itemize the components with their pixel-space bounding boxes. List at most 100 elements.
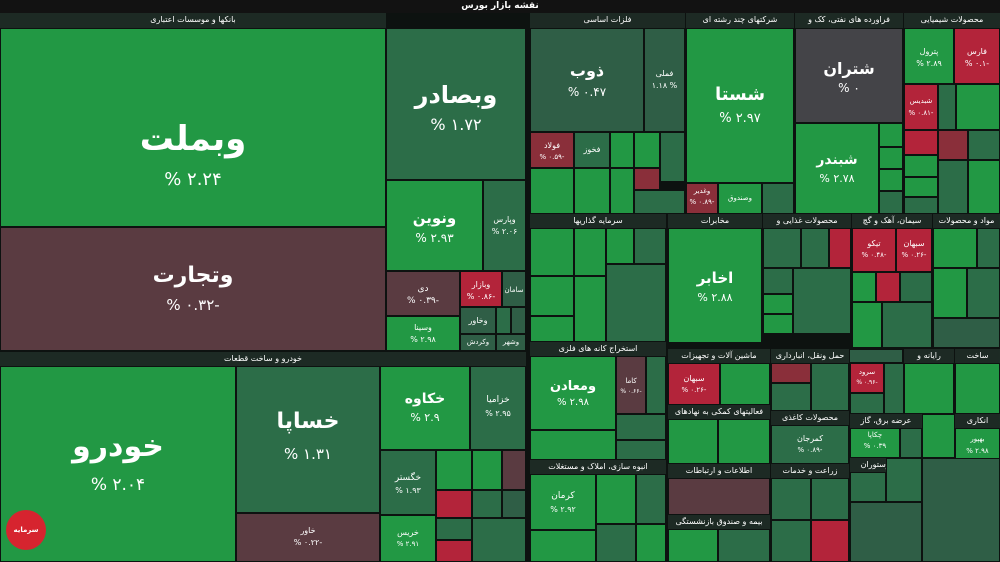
tile-small[interactable] xyxy=(884,363,904,414)
tile-vkhavar[interactable]: وخاور xyxy=(460,307,496,334)
tile-small[interactable] xyxy=(574,276,606,342)
tile-small[interactable] xyxy=(938,160,968,214)
tile-small[interactable] xyxy=(596,474,636,524)
tile-small[interactable] xyxy=(849,349,903,363)
tile-small[interactable] xyxy=(511,307,526,334)
tile-shetran[interactable]: شتران % ۰ xyxy=(795,28,903,123)
tile-small[interactable] xyxy=(763,294,793,314)
tile-small[interactable] xyxy=(496,307,511,334)
tile-vparis[interactable]: وپارس % ۲.۰۶ xyxy=(483,180,526,271)
tile-fameli[interactable]: فملی ۱.۱۸ % xyxy=(644,28,685,132)
tile-foolad[interactable]: فولاد % ۰.۵۹- xyxy=(530,132,574,168)
tile-small[interactable] xyxy=(793,268,851,334)
sector-basic-metals[interactable]: فلزات اساسی xyxy=(530,13,685,28)
sector-cement[interactable]: سیمان، آهک و گچ xyxy=(852,214,932,228)
tile-small[interactable] xyxy=(879,191,903,214)
tile-small[interactable] xyxy=(574,168,610,214)
tile-small[interactable] xyxy=(900,272,932,302)
tile-small[interactable] xyxy=(801,228,829,268)
tile-small[interactable] xyxy=(850,502,922,562)
tile-small[interactable] xyxy=(771,478,811,520)
sector-multi[interactable]: شرکتهای چند رشته ای xyxy=(686,13,794,28)
tile-small[interactable] xyxy=(763,228,801,268)
sector-finance[interactable]: فعالیتهای کمکی به نهادهای xyxy=(668,405,770,419)
tile-small[interactable] xyxy=(606,264,666,342)
sector-insurance[interactable]: بیمه و صندوق بازنشستگی xyxy=(668,515,770,529)
tile-small[interactable] xyxy=(968,160,1000,214)
tile-small[interactable] xyxy=(933,268,967,318)
tile-small[interactable] xyxy=(472,450,502,490)
sector-drugs[interactable]: مواد و محصولات xyxy=(933,214,1000,228)
tile-khsapa[interactable]: خساپا % ۱.۳۱ xyxy=(236,366,380,513)
tile-zob[interactable]: ذوب % ۰.۴۷ xyxy=(530,28,644,132)
tile-vghadir[interactable]: وغدیر % ۰.۸۹- xyxy=(686,183,718,214)
sector-computer[interactable]: رایانه و xyxy=(904,349,954,363)
tile-small[interactable] xyxy=(596,524,636,562)
tile-small[interactable] xyxy=(763,268,793,294)
tile-small[interactable] xyxy=(636,474,666,524)
tile-khgostar[interactable]: خگستر % ۱.۹۳ xyxy=(380,450,436,515)
tile-small[interactable] xyxy=(610,132,634,168)
tile-fars[interactable]: فارس % ۰.۱- xyxy=(954,28,1000,84)
tile-small[interactable] xyxy=(718,529,770,562)
tile-vamaden[interactable]: ومعادن % ۲.۹۸ xyxy=(530,356,616,430)
tile-khodro[interactable]: خودرو % ۲.۰۴ xyxy=(0,366,236,562)
tile-small[interactable] xyxy=(574,228,606,276)
sector-telecom[interactable]: مخابرات xyxy=(668,214,762,228)
tile-vbazar[interactable]: وبازار % ۰.۸۶- xyxy=(460,271,502,307)
sector-paper[interactable]: محصولات کاغذی xyxy=(771,411,849,425)
tile-saman[interactable]: سامان xyxy=(502,271,526,307)
tile-shasta[interactable]: شستا % ۲.۹۷ xyxy=(686,28,794,183)
tile-small[interactable] xyxy=(472,490,502,518)
tile-small[interactable] xyxy=(668,419,718,464)
tile-small[interactable] xyxy=(811,363,849,411)
tile-small[interactable] xyxy=(762,183,794,214)
tile-small[interactable] xyxy=(436,518,472,540)
tile-small[interactable] xyxy=(811,478,849,520)
tile-vtejarat[interactable]: وتجارت % ۰.۳۲- xyxy=(0,227,386,351)
tile-small[interactable] xyxy=(616,440,666,460)
tile-small[interactable] xyxy=(850,472,886,502)
sector-invest[interactable]: سرمایه گذاریها xyxy=(530,214,666,228)
tile-petrol[interactable]: پترول % ۲.۸۹ xyxy=(904,28,954,84)
tile-vnovin[interactable]: ونوین % ۲.۹۳ xyxy=(386,180,483,271)
tile-small[interactable] xyxy=(530,168,574,214)
sector-misc[interactable]: انکاری xyxy=(955,414,1000,428)
tile-shbandar[interactable]: شبندر % ۲.۷۸ xyxy=(795,123,879,214)
sector-auto[interactable]: خودرو و ساخت قطعات xyxy=(0,352,526,366)
tile-small[interactable] xyxy=(904,155,938,177)
tile-small[interactable] xyxy=(933,318,1000,348)
tile-small[interactable] xyxy=(968,130,1000,160)
sector-transport[interactable]: حمل ونقل، انبارداری xyxy=(771,349,849,363)
tile-kama[interactable]: کاما % ۰.۶۶- xyxy=(616,356,646,414)
tile-small[interactable] xyxy=(668,478,770,515)
sector-nonmetal[interactable]: انبوه سازی، املاک و مستغلات xyxy=(530,460,666,474)
tile-small[interactable] xyxy=(771,383,811,411)
tile-fkhooz[interactable]: فخوز xyxy=(574,132,610,168)
tile-small[interactable] xyxy=(938,130,968,160)
tile-sebhan[interactable]: تیکو % ۰.۴۸- xyxy=(852,228,896,272)
tile-small[interactable] xyxy=(933,228,977,268)
tile-kerman[interactable]: کرمان % ۲.۹۲ xyxy=(530,474,596,530)
sector-banks[interactable]: بانکها و موسسات اعتباری xyxy=(0,13,386,28)
sector-machinery[interactable]: ماشین آلات و تجهیزات xyxy=(668,349,770,363)
tile-small[interactable] xyxy=(922,414,955,458)
tile-small[interactable] xyxy=(636,524,666,562)
tile-khkaveh[interactable]: خکاوه % ۲.۹ xyxy=(380,366,470,450)
tile-small[interactable] xyxy=(852,302,882,348)
tile-bbahman[interactable]: چکاپا % ۰.۳۹ xyxy=(850,428,900,458)
tile-small[interactable] xyxy=(904,130,938,155)
sector-food[interactable]: محصولات غذایی و xyxy=(763,214,851,228)
tile-small[interactable] xyxy=(956,84,1000,130)
tile-small[interactable] xyxy=(436,450,472,490)
tile-small[interactable] xyxy=(634,228,666,264)
tile-small[interactable] xyxy=(502,450,526,490)
tile-vsina[interactable]: وسینا % ۲.۹۸ xyxy=(386,316,460,351)
tile-small[interactable] xyxy=(530,316,574,342)
tile-small[interactable] xyxy=(634,190,685,214)
tile-small[interactable] xyxy=(530,530,596,562)
tile-small[interactable] xyxy=(771,520,811,562)
tile-small[interactable] xyxy=(610,168,634,214)
tile-small[interactable] xyxy=(829,228,851,268)
tile-khavar[interactable]: خاور % ۰.۲۲- xyxy=(236,513,380,562)
